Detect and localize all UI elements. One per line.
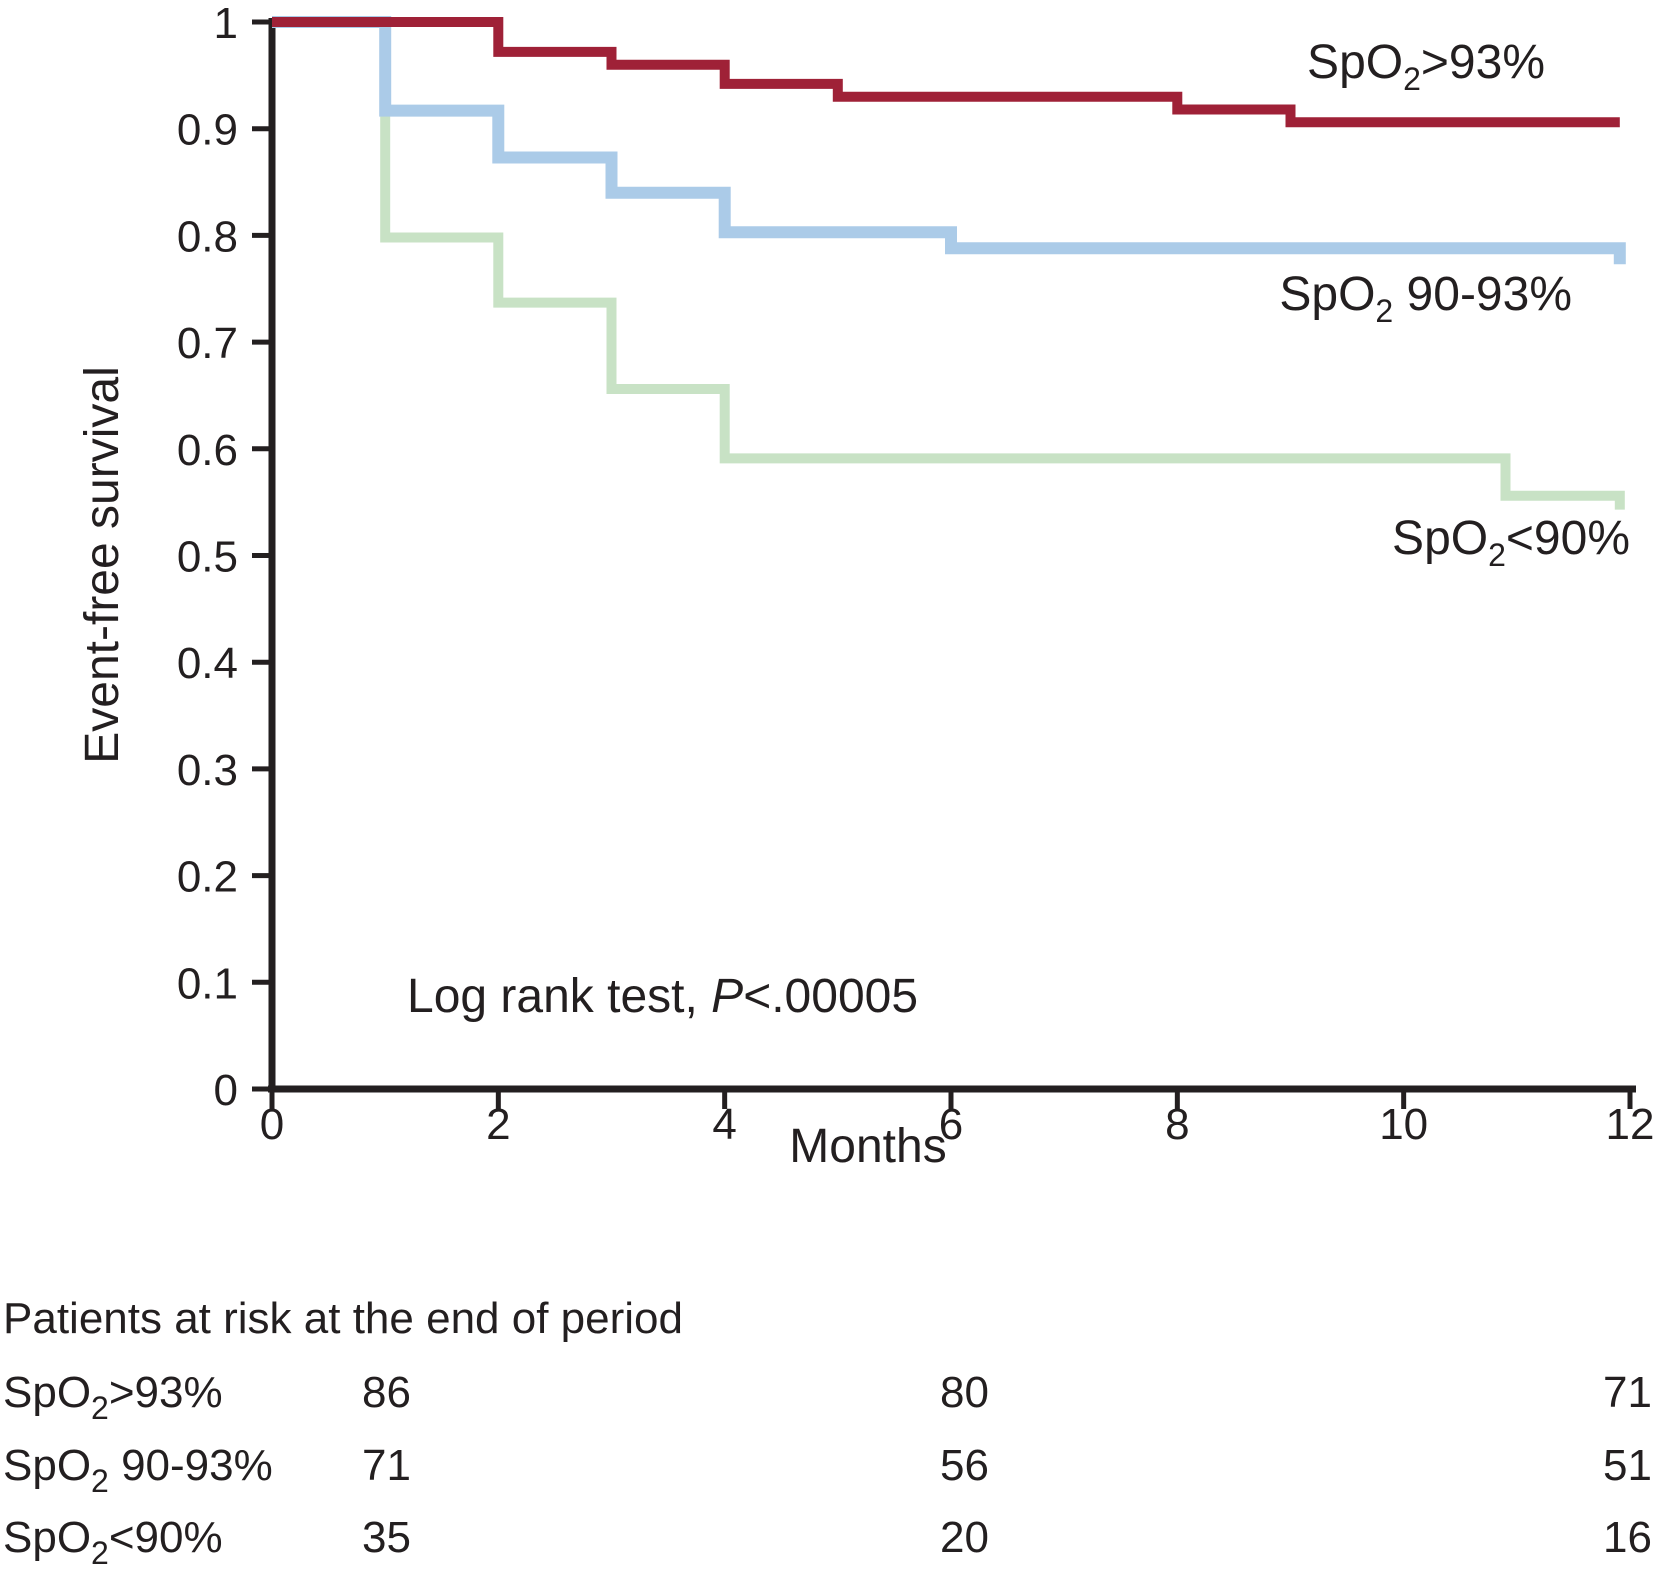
at-risk-value: 86 <box>362 1368 411 1417</box>
curve-labels: SpO2>93% SpO2 90-93% SpO2<90% <box>1279 36 1630 573</box>
curve-label-spo2-90-93: SpO2 90-93% <box>1279 268 1572 329</box>
at-risk-row: SpO2<90% 35 20 16 <box>3 1513 1652 1571</box>
at-risk-value: 71 <box>1603 1368 1652 1417</box>
at-risk-value: 51 <box>1603 1441 1652 1490</box>
x-tick-label: 6 <box>939 1100 963 1149</box>
x-axis-title: Months <box>789 1120 946 1173</box>
y-tick-label: 0.5 <box>177 533 238 582</box>
x-tick-label: 10 <box>1379 1100 1428 1149</box>
y-tick-label: 0.8 <box>177 212 238 261</box>
y-tick-label: 0.7 <box>177 319 238 368</box>
curve-label-spo2-gt-93: SpO2>93% <box>1307 36 1545 97</box>
curve-label-spo2-lt-90: SpO2<90% <box>1392 512 1630 573</box>
y-tick-label: 0.1 <box>177 959 238 1008</box>
x-tick-group: 0 2 4 6 8 10 12 <box>260 1092 1655 1149</box>
at-risk-value: 56 <box>940 1441 989 1490</box>
at-risk-value: 71 <box>362 1441 411 1490</box>
curve-spo2-90-93 <box>272 16 1626 265</box>
at-risk-table: Patients at risk at the end of period Sp… <box>3 1294 1652 1571</box>
curve-spo2-gt-93 <box>272 17 1620 128</box>
at-risk-row-label: SpO2>93% <box>3 1368 223 1426</box>
curve-spo2-lt-90 <box>272 17 1625 510</box>
at-risk-row-label: SpO2 90-93% <box>3 1441 273 1499</box>
y-tick-group: 0 0.1 0.2 0.3 0.4 0.5 0.6 0.7 0.8 0.9 1 <box>177 0 269 1115</box>
x-tick-label: 4 <box>712 1100 736 1149</box>
at-risk-title: Patients at risk at the end of period <box>3 1294 683 1343</box>
at-risk-value: 20 <box>940 1513 989 1562</box>
x-tick-label: 8 <box>1165 1100 1189 1149</box>
y-tick-label: 0 <box>214 1066 238 1115</box>
at-risk-value: 16 <box>1603 1513 1652 1562</box>
at-risk-value: 35 <box>362 1513 411 1562</box>
y-axis-title: Event-free survival <box>76 366 129 763</box>
x-tick-label: 0 <box>260 1100 284 1149</box>
log-rank-annotation: Log rank test, P<.00005 <box>407 970 918 1023</box>
at-risk-row: SpO2 90-93% 71 56 51 <box>3 1441 1652 1499</box>
y-tick-label: 0.2 <box>177 853 238 902</box>
y-tick-label: 0.3 <box>177 746 238 795</box>
at-risk-row-label: SpO2<90% <box>3 1513 223 1571</box>
y-tick-label: 0.4 <box>177 639 238 688</box>
y-tick-label: 0.6 <box>177 426 238 475</box>
at-risk-value: 80 <box>940 1368 989 1417</box>
y-tick-label: 1 <box>214 0 238 48</box>
at-risk-row: SpO2>93% 86 80 71 <box>3 1368 1652 1426</box>
y-tick-label: 0.9 <box>177 106 238 155</box>
x-tick-label: 2 <box>486 1100 510 1149</box>
x-tick-label: 12 <box>1606 1100 1655 1149</box>
plot-axes: 0 0.1 0.2 0.3 0.4 0.5 0.6 0.7 0.8 0.9 1 0 2 4 6 8 10 12 <box>177 0 1655 1149</box>
survival-curves <box>272 16 1626 510</box>
